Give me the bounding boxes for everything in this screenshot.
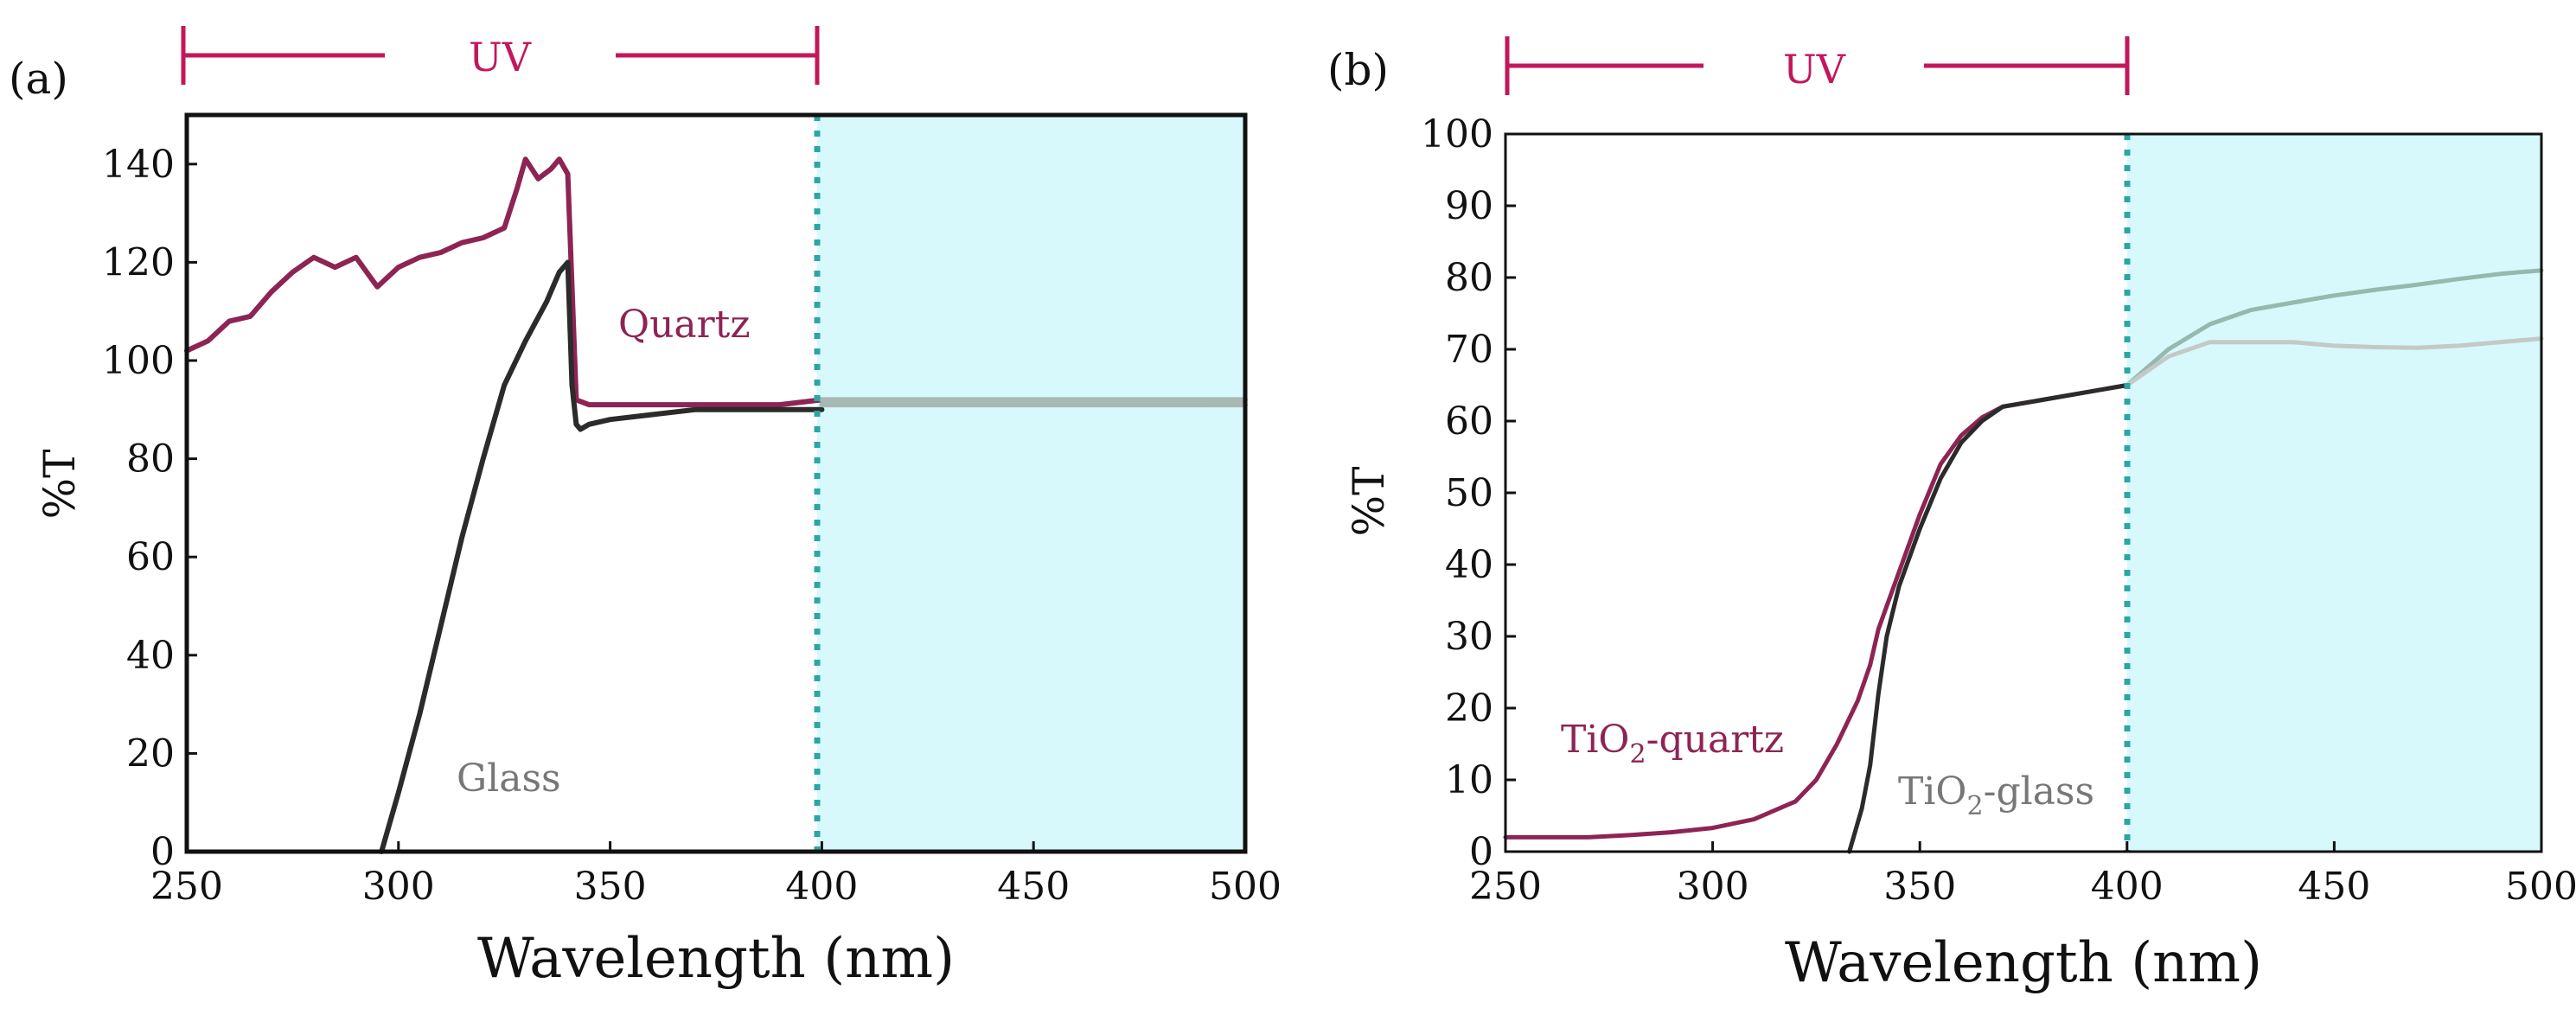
- panel-b-y-tick-label: 20: [1445, 686, 1493, 731]
- panel-a-y-tick-label: 140: [102, 143, 175, 187]
- panel-b-x-tick-label: 300: [1677, 865, 1749, 909]
- panel-b: (b) UV 0 10 20 30 40 50 60 70 80 90 100 250 300 350 4…: [1327, 36, 2576, 995]
- panel-b-series-tio2-quartz-visible: [2125, 268, 2544, 387]
- panel-b-x-axis: 250 300 350 400 450 500: [1469, 841, 2576, 909]
- panel-b-x-tick-label: 500: [2505, 865, 2576, 909]
- panel-b-plot-area: [1503, 268, 2544, 854]
- panel-a-y-tick-label: 120: [102, 240, 175, 284]
- panel-b-x-tick-label: 450: [2298, 865, 2370, 909]
- panel-a-x-tick-label: 350: [574, 865, 647, 909]
- panel-b-y-tick-label: 80: [1445, 256, 1493, 300]
- panel-b-x-tick-label: 400: [2091, 865, 2164, 909]
- panel-b-tio2-quartz-annotation: TiO2-quartz: [1561, 718, 1784, 769]
- panel-b-series-tio2-glass-visible: [2125, 336, 2544, 387]
- panel-a-label: (a): [9, 54, 68, 104]
- panel-a-y-axis-label: %T: [35, 450, 85, 520]
- panel-b-y-axis: 0 10 20 30 40 50 60 70 80 90 100: [1421, 112, 1516, 874]
- panel-a-y-tick-label: 20: [126, 731, 175, 776]
- panel-a-series-glass: [379, 259, 825, 854]
- panel-a-x-axis-label: Wavelength (nm): [477, 927, 955, 991]
- panel-a-quartz-annotation: Quartz: [618, 303, 751, 347]
- panel-a-y-tick-label: 0: [150, 830, 175, 874]
- panel-b-y-tick-label: 10: [1445, 758, 1493, 802]
- panel-a-x-tick-label: 250: [150, 865, 223, 909]
- panel-b-y-tick-label: 40: [1445, 543, 1493, 587]
- panel-a-plot-area: [184, 156, 1248, 854]
- panel-b-y-tick-label: 90: [1445, 184, 1493, 228]
- panel-b-y-tick-label: 60: [1445, 399, 1493, 444]
- panel-a-uv-bar: [181, 26, 820, 85]
- panel-a-x-tick-label: 500: [1209, 865, 1282, 909]
- panel-a-x-axis: 250 300 350 400 450 500: [150, 841, 1282, 909]
- panel-b-x-tick-label: 250: [1469, 865, 1542, 909]
- panel-b-y-tick-label: 30: [1445, 615, 1493, 659]
- panel-a-y-axis: 0 20 40 60 80 100 120 140: [102, 143, 197, 874]
- panel-b-tio2-glass-annotation: TiO2-glass: [1898, 769, 2094, 821]
- panel-b-y-tick-label: 0: [1469, 830, 1493, 874]
- panel-b-series-tio2-glass: [1847, 383, 2130, 854]
- panel-b-x-axis-label: Wavelength (nm): [1785, 931, 2262, 995]
- panel-a-series-quartz: [184, 156, 825, 408]
- panel-b-uv-label: UV: [1783, 46, 1846, 93]
- panel-b-y-tick-label: 100: [1421, 112, 1493, 156]
- panel-b-visible-region: [2127, 134, 2541, 852]
- panel-a: (a) UV 0 20 40 60 80 100 120 140 250 300 350 400 45…: [9, 26, 1282, 991]
- panel-b-uv-bar: [1505, 36, 2130, 95]
- panel-b-y-tick-label: 50: [1445, 471, 1493, 515]
- panel-a-visible-region: [817, 115, 1245, 852]
- panel-a-glass-annotation: Glass: [457, 757, 561, 801]
- panel-a-y-tick-label: 80: [126, 437, 175, 482]
- panel-a-x-tick-label: 450: [997, 865, 1070, 909]
- panel-a-x-tick-label: 400: [785, 865, 858, 909]
- panel-b-x-tick-label: 350: [1883, 865, 1956, 909]
- panel-a-frame: [184, 112, 1248, 854]
- panel-a-uv-label: UV: [469, 34, 532, 80]
- panel-b-y-tick-label: 70: [1445, 328, 1493, 372]
- panel-a-y-tick-label: 40: [126, 634, 175, 678]
- panel-b-y-axis-label: %T: [1344, 467, 1394, 537]
- panel-a-y-tick-label: 100: [102, 339, 175, 383]
- panel-a-x-tick-label: 300: [362, 865, 435, 909]
- panel-b-label: (b): [1327, 45, 1389, 95]
- panel-a-y-tick-label: 60: [126, 535, 175, 579]
